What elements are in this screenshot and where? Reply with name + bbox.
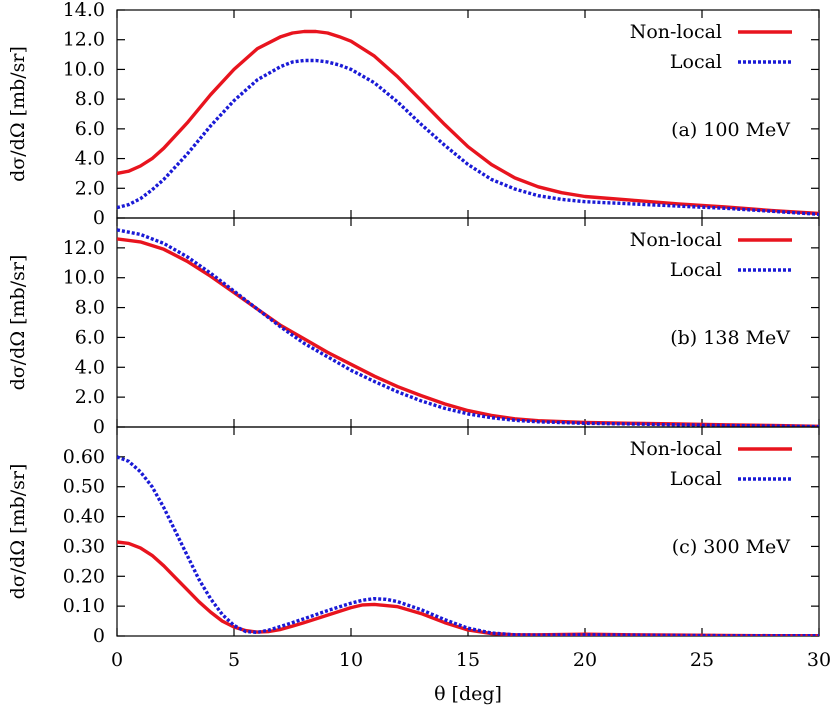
legend-label: Local: [670, 51, 722, 73]
series-line-non-local: [117, 237, 819, 427]
y-tick-label: 8.0: [75, 297, 105, 319]
legend-label: Non-local: [630, 229, 722, 251]
series-line-local: [117, 228, 819, 427]
y-tick-label: 14.0: [63, 0, 105, 21]
y-tick-label: 0: [93, 625, 105, 647]
x-axis-label: θ [deg]: [434, 683, 502, 705]
panel-3: 0 0.10 0.20 0.30 0.40 0.50 0.60 0 5 10 15 20 25 30 dσ/…: [7, 426, 831, 705]
y-tick-label: 0: [93, 416, 105, 438]
y-tick-label: 0.60: [63, 446, 105, 468]
x-tick-label: 20: [573, 649, 597, 671]
panel-label: (a) 100 MeV: [671, 119, 790, 141]
y-tick-label: 6.0: [75, 118, 105, 140]
y-tick-label: 0.40: [63, 506, 105, 528]
panel-2: 0 2.0 4.0 6.0 8.0 10.0 12.0 dσ/dΩ [mb/sr] Non-lo…: [7, 217, 820, 438]
y-tick-label: 0.50: [63, 476, 105, 498]
panel-label: (b) 138 MeV: [670, 327, 790, 349]
x-tick-label: 30: [807, 649, 831, 671]
x-tick-label: 5: [228, 649, 240, 671]
series-line-non-local: [117, 540, 819, 636]
y-tick-label: 12.0: [63, 29, 105, 51]
y-tick-label: 10.0: [63, 58, 105, 80]
y-tick-label: 0.20: [63, 565, 105, 587]
legend-label: Local: [670, 468, 722, 490]
y-tick-label: 0: [93, 207, 105, 229]
x-tick-label: 15: [456, 649, 480, 671]
x-tick-label: 10: [339, 649, 363, 671]
y-tick-label: 12.0: [63, 237, 105, 259]
y-tick-label: 4.0: [75, 356, 105, 378]
y-tick-label: 10.0: [63, 267, 105, 289]
series-line-non-local: [117, 29, 819, 216]
y-tick-label: 8.0: [75, 88, 105, 110]
y-tick-label: 4.0: [75, 148, 105, 170]
y-tick-label: 2.0: [75, 177, 105, 199]
panel-1: 0 2.0 4.0 6.0 8.0 10.0 12.0 14.0 dσ/dΩ [mb/sr] No…: [7, 0, 820, 229]
y-axis-label: dσ/dΩ [mb/sr]: [7, 46, 29, 182]
y-tick-label: 2.0: [75, 386, 105, 408]
legend-label: Non-local: [630, 21, 722, 43]
y-tick-label: 0.30: [63, 535, 105, 557]
y-tick-label: 0.10: [63, 595, 105, 617]
x-tick-label: 0: [111, 649, 123, 671]
series-line-local: [117, 58, 819, 216]
series-line-local: [117, 455, 819, 636]
y-tick-label: 6.0: [75, 326, 105, 348]
panel-label: (c) 300 MeV: [672, 536, 791, 558]
y-axis-label: dσ/dΩ [mb/sr]: [7, 255, 29, 391]
y-axis-label: dσ/dΩ [mb/sr]: [7, 464, 29, 600]
x-tick-label: 25: [690, 649, 714, 671]
legend-label: Local: [670, 259, 722, 281]
legend-label: Non-local: [630, 438, 722, 460]
